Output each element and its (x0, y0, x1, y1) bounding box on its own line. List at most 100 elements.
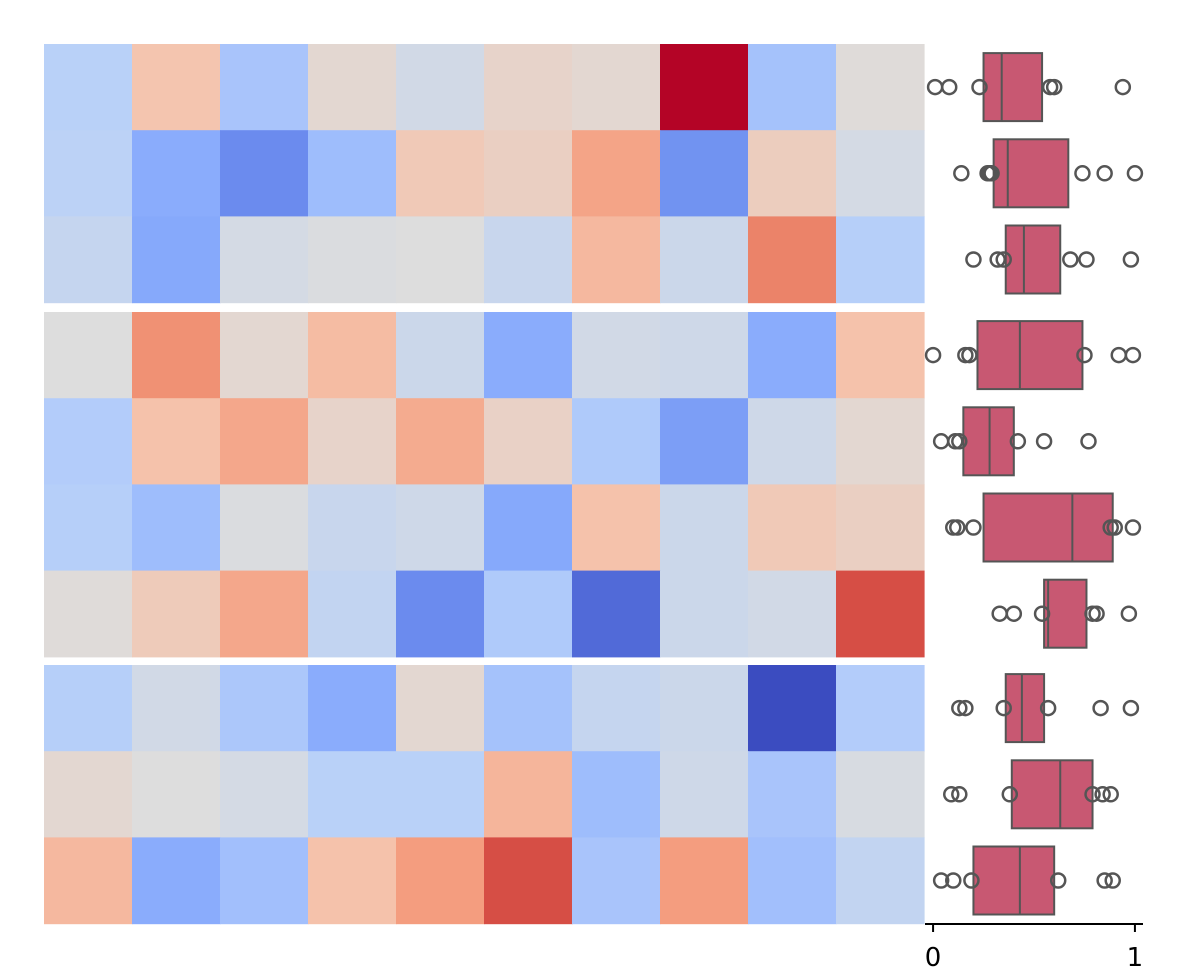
heatmap-cell (484, 130, 573, 217)
box-flier (1080, 433, 1097, 450)
heatmap-cell (44, 130, 133, 217)
heatmap-cell (44, 484, 133, 572)
boxplot-row (945, 492, 1142, 563)
heatmap-cell (132, 665, 221, 752)
box-flier (1096, 872, 1113, 889)
box-iqr (982, 492, 1114, 563)
heatmap-cell (484, 570, 573, 658)
heatmap-cell (836, 837, 925, 925)
heatmap-cell (44, 570, 133, 658)
boxplot-row (953, 138, 1144, 209)
heatmap-cell (660, 44, 749, 131)
boxplot-row (926, 52, 1132, 123)
heatmap-cell (396, 751, 485, 838)
box-flier (1035, 433, 1053, 450)
heatmap-cell (396, 484, 485, 572)
boxplot-panel (924, 52, 1144, 916)
heatmap-cell (308, 130, 397, 217)
heatmap-cell (572, 398, 661, 485)
heatmap-cell (220, 216, 309, 304)
boxplot-row (932, 845, 1121, 916)
box-flier (989, 251, 1006, 268)
heatmap-cell (572, 484, 661, 572)
box-flier (1062, 251, 1079, 268)
heatmap-cell (220, 130, 309, 217)
heatmap-cell (132, 44, 221, 131)
heatmap-cell (748, 216, 837, 304)
heatmap-cell (44, 837, 133, 925)
box-flier (1110, 346, 1128, 364)
box-flier (951, 699, 968, 717)
heatmap-cell (660, 130, 749, 217)
x-tick-label: 0 (925, 943, 942, 968)
box-flier (1102, 786, 1119, 803)
heatmap-cell (748, 484, 837, 572)
heatmap-cell (132, 751, 221, 838)
heatmap-cell (44, 665, 133, 752)
box-iqr (1043, 578, 1088, 649)
boxplot-row (942, 759, 1119, 830)
heatmap-cell (132, 398, 221, 485)
heatmap-cell (748, 570, 837, 658)
boxplot-row (924, 320, 1142, 391)
heatmap-cell (308, 484, 397, 572)
box-flier (1039, 699, 1057, 717)
boxplot-row (951, 673, 1140, 744)
heatmap-cell (220, 837, 309, 925)
box-iqr (1004, 673, 1046, 744)
box-flier (1033, 605, 1051, 622)
box-flier (1124, 346, 1142, 364)
heatmap-cell (836, 44, 925, 131)
heatmap-cell (660, 312, 749, 399)
box-flier (1084, 786, 1101, 803)
heatmap-cell (836, 570, 925, 658)
heatmap-cell (572, 44, 661, 131)
heatmap-cell (660, 216, 749, 304)
heatmap-cell (572, 312, 661, 399)
heatmap-cell (396, 312, 485, 399)
box-flier (951, 786, 968, 803)
box-iqr (972, 845, 1056, 916)
heatmap-cell (396, 44, 485, 131)
box-flier (957, 699, 974, 717)
heatmap-cell (220, 44, 309, 131)
box-flier (1114, 78, 1132, 96)
heatmap-cell (836, 484, 925, 572)
box-flier (963, 872, 980, 889)
heatmap-group-3 (44, 665, 925, 925)
box-flier (1122, 699, 1140, 717)
box-flier (951, 433, 968, 450)
boxplot-row (991, 578, 1138, 649)
heatmap-cell (484, 398, 573, 485)
box-flier (995, 251, 1012, 268)
heatmap-cell (308, 312, 397, 399)
heatmap-cell (132, 837, 221, 925)
heatmap-cell (308, 837, 397, 925)
box-flier (965, 251, 982, 268)
heatmap-cell (748, 130, 837, 217)
heatmap-cell (132, 570, 221, 658)
box-flier (1126, 165, 1144, 182)
heatmap-cell (132, 484, 221, 572)
heatmap-cell (220, 312, 309, 399)
heatmap-cell (132, 130, 221, 217)
box-iqr (982, 52, 1044, 123)
box-flier (991, 605, 1008, 622)
box-flier (965, 519, 982, 536)
heatmap-cell (484, 44, 573, 131)
heatmap-cell (660, 398, 749, 485)
heatmap-cell (132, 312, 221, 399)
heatmap-cell (748, 44, 837, 131)
box-iqr (1004, 224, 1062, 295)
boxplot-row (965, 224, 1140, 295)
box-flier (1078, 251, 1095, 268)
box-iqr (1010, 759, 1094, 830)
heatmap-cell (572, 665, 661, 752)
box-iqr (992, 138, 1070, 209)
heatmap-cell (836, 751, 925, 838)
box-flier (1045, 78, 1063, 96)
heatmap-cell (44, 44, 133, 131)
heatmap-cell (308, 665, 397, 752)
heatmap-cell (396, 130, 485, 217)
